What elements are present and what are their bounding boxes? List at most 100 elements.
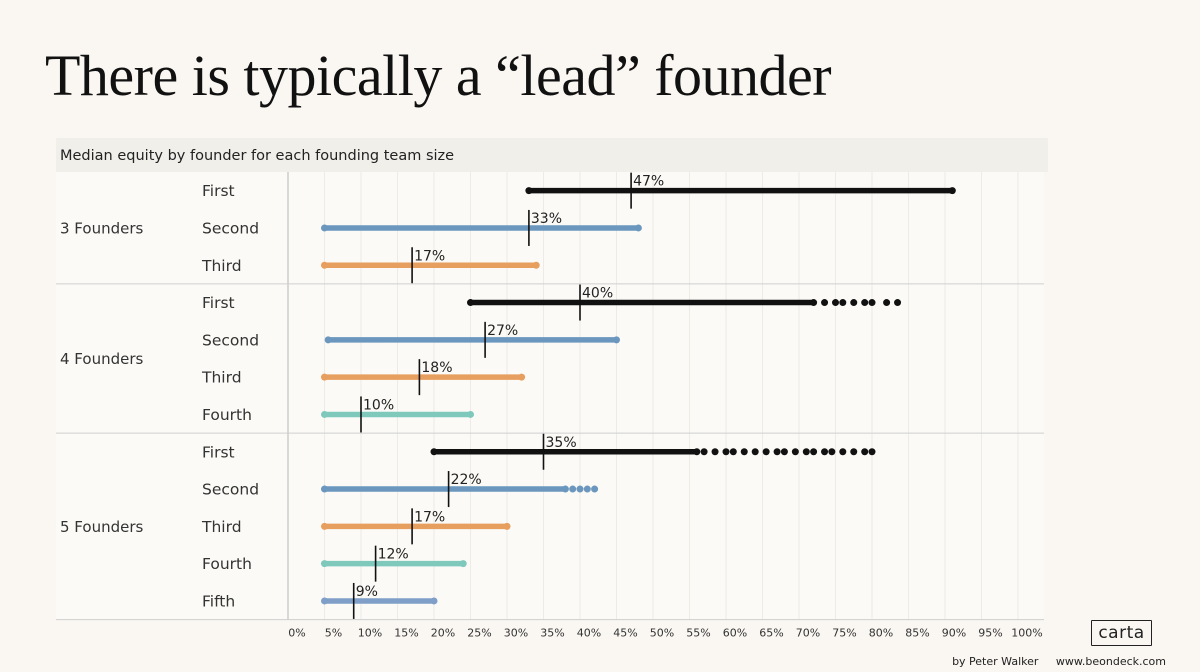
website-credit: www.beondeck.com	[1055, 655, 1166, 668]
x-tick-label: 0%	[288, 627, 305, 640]
x-tick-label: 85%	[905, 627, 929, 640]
outlier-point	[861, 448, 869, 456]
median-label: 27%	[487, 323, 518, 339]
data-point	[321, 597, 328, 605]
x-tick-label: 55%	[686, 627, 710, 640]
row-label: Second	[202, 219, 259, 237]
median-label: 12%	[378, 547, 409, 563]
outlier-point	[883, 299, 891, 307]
data-point	[467, 410, 474, 418]
x-tick-label: 35%	[540, 627, 564, 640]
data-point	[321, 224, 328, 232]
data-point	[321, 485, 328, 493]
data-point	[810, 299, 818, 307]
data-point	[532, 261, 540, 269]
outlier-point	[711, 448, 719, 456]
credit-line: by Peter Walker www.beondeck.com	[952, 655, 1166, 668]
outlier-point	[850, 299, 858, 307]
median-label: 17%	[414, 248, 445, 264]
data-point	[321, 373, 328, 381]
x-tick-label: 95%	[978, 627, 1002, 640]
x-tick-label: 15%	[394, 627, 418, 640]
outlier-point	[839, 299, 847, 307]
row-label: First	[202, 294, 235, 312]
data-point	[459, 560, 467, 568]
x-tick-label: 5%	[325, 627, 342, 640]
x-tick-label: 90%	[942, 627, 966, 640]
row-label: Fifth	[202, 592, 235, 610]
data-point	[324, 336, 332, 344]
x-tick-label: 45%	[613, 627, 637, 640]
carta-logo: carta	[1091, 620, 1152, 646]
outlier-point	[762, 448, 770, 456]
row-label: Fourth	[202, 406, 252, 424]
data-point	[613, 336, 620, 344]
median-label: 22%	[451, 472, 482, 488]
data-point	[321, 560, 328, 568]
median-label: 33%	[531, 211, 562, 227]
row-label: Second	[202, 331, 259, 349]
x-tick-label: 30%	[504, 627, 528, 640]
data-point	[518, 373, 526, 381]
outlier-point	[802, 448, 810, 456]
outlier-point	[569, 485, 577, 493]
row-label: First	[202, 443, 235, 461]
data-point	[634, 224, 642, 232]
data-point	[561, 485, 569, 493]
outlier-point	[773, 448, 781, 456]
chart-subtitle: Median equity by founder for each foundi…	[60, 148, 454, 164]
median-label: 9%	[356, 584, 378, 600]
median-label: 10%	[363, 397, 394, 413]
x-tick-label: 100%	[1011, 627, 1042, 640]
data-point	[321, 522, 328, 530]
outlier-point	[700, 448, 708, 456]
data-point	[503, 522, 511, 530]
outlier-point	[832, 299, 839, 307]
x-tick-label: 75%	[832, 627, 856, 640]
outlier-point	[839, 448, 847, 456]
median-label: 18%	[421, 360, 452, 376]
row-label: Second	[202, 481, 259, 499]
median-label: 35%	[546, 435, 577, 451]
x-tick-label: 65%	[759, 627, 783, 640]
data-point	[430, 597, 438, 605]
outlier-point	[751, 448, 759, 456]
outlier-point	[850, 448, 858, 456]
outlier-point	[722, 448, 730, 456]
outlier-point	[894, 299, 902, 307]
row-label: Third	[201, 369, 242, 387]
x-tick-label: 25%	[467, 627, 491, 640]
row-label: Third	[201, 518, 242, 536]
chart-panel: Median equity by founder for each foundi…	[56, 138, 1048, 646]
author-credit: by Peter Walker	[952, 655, 1039, 668]
outlier-point	[868, 299, 876, 307]
data-point	[525, 187, 533, 195]
row-label: Third	[201, 257, 242, 275]
data-point	[430, 448, 438, 456]
x-tick-label: 80%	[869, 627, 893, 640]
outlier-point	[810, 448, 818, 456]
data-point	[948, 187, 956, 195]
outlier-point	[791, 448, 799, 456]
outlier-point	[591, 485, 599, 493]
founder-equity-chart: Median equity by founder for each foundi…	[56, 138, 1048, 640]
outlier-point	[729, 448, 737, 456]
outlier-point	[868, 448, 876, 456]
group-label: 5 Founders	[60, 518, 144, 536]
x-tick-label: 10%	[358, 627, 382, 640]
x-tick-label: 60%	[723, 627, 747, 640]
group-label: 3 Founders	[60, 219, 144, 237]
data-point	[321, 410, 328, 418]
outlier-point	[576, 485, 584, 493]
chart-subtitle-band	[56, 138, 1048, 172]
x-tick-label: 40%	[577, 627, 601, 640]
outlier-point	[821, 448, 829, 456]
median-label: 47%	[633, 174, 664, 190]
outlier-point	[861, 299, 869, 307]
data-point	[467, 299, 474, 307]
median-label: 17%	[414, 509, 445, 525]
slide-title: There is typically a “lead” founder	[45, 43, 832, 108]
outlier-point	[740, 448, 748, 456]
group-label: 4 Founders	[60, 350, 144, 368]
x-tick-label: 70%	[796, 627, 820, 640]
